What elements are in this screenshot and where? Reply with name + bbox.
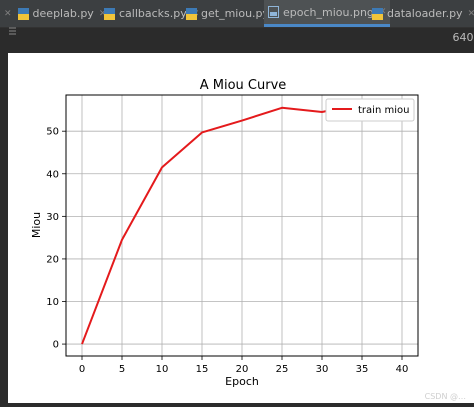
chart-title: A Miou Curve — [200, 78, 287, 93]
miou-chart: A Miou Curve 0 5 10 15 20 25 30 35 40 0 10 20 30 40 50… — [8, 53, 474, 403]
collapse-icon[interactable] — [8, 27, 17, 37]
tab-deeplab[interactable]: ✕ deeplab.py ✕ — [4, 0, 106, 27]
y-tick-label: 0 — [53, 340, 59, 351]
python-file-icon — [372, 8, 383, 20]
y-tick-label: 10 — [46, 297, 59, 308]
tab-label: get_miou.py — [201, 7, 269, 20]
chart-ticks: 0 5 10 15 20 25 30 35 40 0 10 20 30 40 50 — [46, 127, 408, 375]
chart-series — [82, 104, 362, 345]
image-file-icon — [268, 6, 279, 18]
tab-label: dataloader.py — [387, 7, 463, 20]
python-file-icon — [18, 8, 29, 20]
y-tick-label: 50 — [46, 127, 59, 138]
x-tick-label: 0 — [79, 364, 85, 375]
tab-label: callbacks.py — [119, 7, 187, 20]
x-tick-label: 15 — [196, 364, 209, 375]
chart-grid — [66, 95, 418, 356]
tab-dataloader[interactable]: dataloader.py ✕ — [372, 0, 474, 27]
x-tick-label: 35 — [356, 364, 369, 375]
x-tick-label: 5 — [119, 364, 125, 375]
legend-label: train miou — [358, 105, 409, 116]
tab-label: epoch_miou.png — [283, 6, 374, 19]
x-tick-label: 25 — [276, 364, 289, 375]
watermark: CSDN @… — [425, 392, 466, 401]
x-tick-label: 20 — [236, 364, 249, 375]
python-file-icon — [104, 8, 115, 20]
python-file-icon — [186, 8, 197, 20]
image-canvas: A Miou Curve 0 5 10 15 20 25 30 35 40 0 10 20 30 40 50… — [8, 53, 474, 403]
y-tick-label: 30 — [46, 212, 59, 223]
x-axis-label: Epoch — [225, 375, 259, 388]
y-tick-label: 40 — [46, 169, 59, 180]
tab-label: deeplab.py — [33, 7, 94, 20]
chart-legend: train miou — [326, 99, 414, 121]
y-axis-label: Miou — [30, 212, 43, 238]
x-tick-label: 30 — [316, 364, 329, 375]
y-tick-label: 20 — [46, 254, 59, 265]
x-tick-label: 40 — [396, 364, 409, 375]
series-line-train-miou — [82, 104, 362, 345]
image-size-info: 640x — [452, 31, 474, 44]
x-tick-label: 10 — [156, 364, 169, 375]
close-icon[interactable]: ✕ — [468, 9, 474, 19]
editor-tab-bar: ✕ deeplab.py ✕ callbacks.py ✕ get_miou.p… — [0, 0, 474, 28]
close-icon[interactable]: ✕ — [4, 9, 12, 19]
